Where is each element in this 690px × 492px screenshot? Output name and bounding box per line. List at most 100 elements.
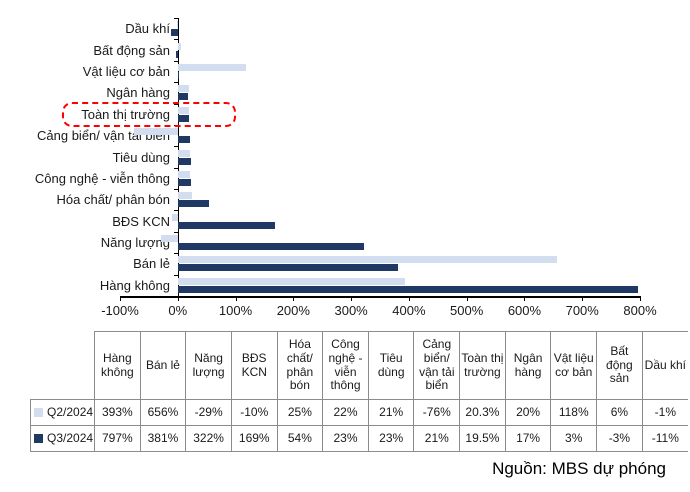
- x-axis-tick-label: 400%: [392, 303, 426, 318]
- table-value-cell: -11%: [641, 425, 688, 452]
- category-label: Toàn thị trường: [81, 106, 170, 122]
- category-label: Công nghệ - viễn thông: [34, 170, 170, 186]
- sector-growth-bar-chart: -100% 0% 100% 200% 300% 400% 500% 600% 700% 800% D…: [34, 18, 657, 318]
- table-value-cell: 21%: [413, 425, 461, 452]
- bar-q2: [177, 21, 179, 29]
- bar-q3: [177, 114, 190, 122]
- table-value-cell: 20.3%: [459, 399, 506, 426]
- bar-q2: [133, 128, 178, 136]
- y-axis-tick: [173, 103, 178, 105]
- y-axis-tick: [173, 39, 178, 41]
- x-axis-tick-label: 800%: [623, 303, 657, 318]
- x-axis-tick: [408, 296, 410, 301]
- legend-swatch-icon: [34, 433, 43, 443]
- bar-q3: [176, 50, 178, 58]
- category-label: Vật liệu cơ bản: [82, 63, 170, 79]
- bar-q3: [177, 93, 188, 101]
- table-value-cell: 6%: [596, 399, 643, 426]
- legend-label: Q3/2024: [47, 430, 94, 445]
- x-axis-tick-label: 300%: [334, 303, 368, 318]
- bar-q2: [177, 192, 193, 200]
- highlight-box: [62, 101, 236, 127]
- table-value-cell: 23%: [322, 425, 369, 452]
- table-value-cell: 322%: [185, 425, 232, 452]
- x-axis-tick: [235, 296, 237, 301]
- bar-q2: [177, 42, 182, 50]
- table-corner-cell: [30, 331, 95, 400]
- category-label: Ngân hàng: [106, 85, 170, 101]
- source-note: Nguồn: MBS dự phóng: [492, 459, 666, 478]
- bar-q2: [172, 213, 178, 221]
- table-column-header: Tiêu dùng: [367, 331, 415, 400]
- table-value-cell: 21%: [367, 399, 415, 426]
- bar-q3: [177, 285, 639, 293]
- table-value-cell: -10%: [230, 399, 278, 426]
- y-axis-tick: [173, 60, 178, 62]
- table-column-header: Dầu khí: [641, 331, 688, 400]
- y-axis-line: [177, 18, 180, 296]
- y-axis-tick: [173, 253, 178, 255]
- bar-q2: [177, 85, 190, 93]
- table-value-cell: 17%: [504, 425, 552, 452]
- bar-q2: [177, 170, 191, 178]
- table-row: Q2/2024 393% 656% -29% -10% 25% 22% 21% -76% 20.3…: [30, 399, 688, 426]
- table-value-cell: -29%: [185, 399, 232, 426]
- table-value-cell: 23%: [367, 425, 415, 452]
- table-value-cell: 797%: [94, 425, 141, 452]
- bar-q3: [177, 178, 192, 186]
- x-axis-tick-label: 700%: [565, 303, 599, 318]
- bar-q3: [177, 71, 180, 79]
- table-column-header: Bán lẻ: [139, 331, 187, 400]
- x-axis-tick-label: 600%: [507, 303, 542, 318]
- category-label: Bất động sản: [93, 42, 170, 58]
- category-label: Hóa chất/ phân bón: [56, 192, 170, 208]
- table-column-header: Vật liệu cơ bản: [550, 331, 598, 400]
- bar-q3: [177, 243, 364, 251]
- legend-cell: Q2/2024: [30, 399, 95, 426]
- table-value-cell: 381%: [139, 425, 187, 452]
- x-axis-tick: [582, 296, 584, 301]
- y-axis-tick: [173, 296, 178, 297]
- category-label: BĐS KCN: [112, 213, 170, 229]
- y-axis-tick: [173, 274, 178, 276]
- x-axis-tick-label: 0%: [168, 303, 188, 318]
- x-axis-tick: [466, 296, 468, 301]
- x-axis-tick-label: 500%: [450, 303, 484, 318]
- y-axis-tick: [173, 82, 178, 84]
- category-label: Tiêu dùng: [112, 149, 170, 165]
- table-value-cell: -76%: [413, 399, 461, 426]
- y-axis-tick: [173, 167, 178, 169]
- table-column-header: BĐS KCN: [230, 331, 278, 400]
- table-value-cell: 393%: [94, 399, 141, 426]
- bar-q3: [177, 136, 190, 144]
- y-axis-tick: [173, 231, 178, 233]
- y-axis-tick: [173, 146, 178, 148]
- chart-data-table: Hàng không Bán lẻ Năng lượng BĐS KCN Hóa chấ…: [30, 331, 688, 452]
- table-value-cell: 22%: [322, 399, 369, 426]
- table-value-cell: 54%: [276, 425, 324, 452]
- bar-q2: [177, 63, 246, 71]
- bar-q2: [177, 277, 405, 285]
- x-axis-tick: [177, 296, 179, 301]
- x-axis-line: [120, 296, 641, 298]
- legend-label: Q2/2024: [47, 404, 94, 419]
- table-column-header: Năng lượng: [185, 331, 232, 400]
- category-label: Dầu khí: [125, 21, 170, 37]
- table-column-header: Hàng không: [94, 331, 141, 400]
- x-axis-tick: [640, 296, 641, 301]
- bar-q3: [177, 200, 209, 208]
- category-label: Năng lượng: [100, 235, 170, 251]
- bar-q3: [177, 157, 192, 165]
- x-axis-tick: [351, 296, 353, 301]
- bar-q2: [177, 106, 190, 114]
- table-column-header: Toàn thị trường: [459, 331, 506, 400]
- table-value-cell: -1%: [641, 399, 688, 426]
- table-value-cell: 20%: [504, 399, 552, 426]
- bar-q3: [177, 221, 276, 229]
- table-value-cell: 3%: [550, 425, 598, 452]
- bar-q2: [161, 235, 178, 243]
- table-column-header: Bất động sản: [596, 331, 643, 400]
- table-value-cell: 656%: [139, 399, 187, 426]
- x-axis-tick: [524, 296, 526, 301]
- x-axis-tick: [293, 296, 295, 301]
